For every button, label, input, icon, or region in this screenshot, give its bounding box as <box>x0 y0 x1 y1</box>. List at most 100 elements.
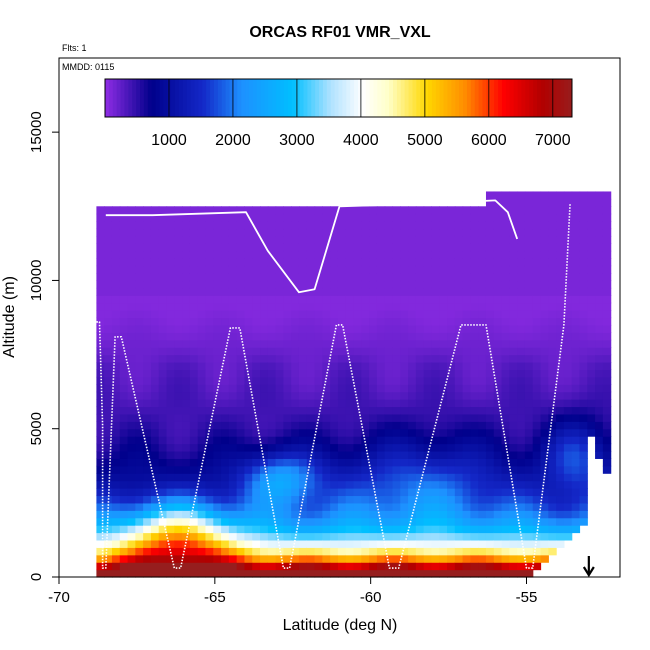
heatmap-cell <box>205 428 214 437</box>
heatmap-cell <box>501 465 510 474</box>
heatmap-cell <box>524 517 534 526</box>
heatmap-cell <box>127 228 136 237</box>
heatmap-cell <box>150 310 160 319</box>
heatmap-cell <box>454 258 464 267</box>
heatmap-cell <box>563 354 573 363</box>
heatmap-cell <box>548 361 557 370</box>
heatmap-cell <box>509 554 518 563</box>
heatmap-cell <box>275 465 284 474</box>
heatmap-cell <box>470 495 479 504</box>
heatmap-cell <box>189 450 199 459</box>
heatmap-cell <box>337 213 347 222</box>
heatmap-cell <box>563 510 573 519</box>
heatmap-cell <box>353 391 362 400</box>
heatmap-cell <box>213 376 222 385</box>
heatmap-cell <box>244 458 253 467</box>
heatmap-cell <box>221 450 230 459</box>
heatmap-cell <box>361 295 370 304</box>
heatmap-cell <box>111 213 121 222</box>
heatmap-cell <box>252 273 261 282</box>
heatmap-cell <box>119 302 129 311</box>
heatmap-cell <box>111 547 121 556</box>
heatmap-cell <box>275 510 284 519</box>
heatmap-cell <box>197 228 207 237</box>
heatmap-cell <box>493 502 503 511</box>
heatmap-cell <box>111 473 121 482</box>
heatmap-cell <box>283 302 292 311</box>
heatmap-cell <box>587 384 596 393</box>
heatmap-cell <box>267 384 277 393</box>
heatmap-cell <box>392 473 401 482</box>
heatmap-cell <box>314 376 323 385</box>
heatmap-cell <box>478 525 487 534</box>
heatmap-cell <box>236 391 246 400</box>
heatmap-cell <box>454 413 464 422</box>
heatmap-cell <box>228 213 238 222</box>
heatmap-cell <box>602 332 612 341</box>
heatmap-cell <box>213 510 222 519</box>
heatmap-cell <box>158 510 168 519</box>
heatmap-cell <box>556 295 565 304</box>
heatmap-cell <box>283 510 292 519</box>
heatmap-cell <box>493 354 503 363</box>
heatmap-cell <box>306 539 316 548</box>
heatmap-cell <box>267 339 277 348</box>
heatmap-cell <box>275 517 284 526</box>
heatmap-cell <box>493 465 503 474</box>
heatmap-cell <box>579 502 588 511</box>
heatmap-cell <box>532 450 542 459</box>
heatmap-cell <box>135 465 144 474</box>
heatmap-cell <box>439 413 448 422</box>
heatmap-cell <box>400 428 409 437</box>
heatmap-cell <box>493 473 503 482</box>
heatmap-cell <box>376 369 386 378</box>
heatmap-cell <box>298 295 308 304</box>
heatmap-cell <box>493 450 503 459</box>
heatmap-cell <box>244 258 253 267</box>
heatmap-cell <box>415 228 425 237</box>
heatmap-cell <box>337 369 347 378</box>
heatmap-cell <box>298 473 308 482</box>
heatmap-cell <box>143 488 152 497</box>
heatmap-cell <box>314 221 323 230</box>
heatmap-cell <box>205 458 214 467</box>
heatmap-cell <box>96 480 105 489</box>
heatmap-cell <box>330 376 339 385</box>
heatmap-cell <box>501 198 510 207</box>
heatmap-cell <box>275 310 284 319</box>
heatmap-cell <box>556 532 565 541</box>
heatmap-cell <box>384 428 394 437</box>
heatmap-cell <box>415 436 425 445</box>
heatmap-cell <box>260 532 269 541</box>
heatmap-cell <box>509 221 518 230</box>
heatmap-cell <box>602 443 612 452</box>
heatmap-cell <box>314 339 323 348</box>
heatmap-cell <box>501 532 510 541</box>
heatmap-cell <box>228 421 238 430</box>
heatmap-cell <box>579 369 588 378</box>
heatmap-cell <box>260 339 269 348</box>
heatmap-cell <box>485 354 495 363</box>
heatmap-cell <box>275 428 284 437</box>
heatmap-cell <box>501 347 510 356</box>
heatmap-cell <box>260 258 269 267</box>
heatmap-cell <box>439 265 448 274</box>
heatmap-cell <box>454 502 464 511</box>
heatmap-cell <box>587 250 596 259</box>
heatmap-cell <box>579 391 588 400</box>
heatmap-cell <box>150 406 160 415</box>
heatmap-cell <box>587 302 596 311</box>
heatmap-cell <box>376 324 386 333</box>
heatmap-cell <box>579 361 588 370</box>
heatmap-cell <box>236 450 246 459</box>
heatmap-cell <box>337 436 347 445</box>
heatmap-cell <box>447 458 456 467</box>
heatmap-cell <box>353 495 362 504</box>
heatmap-cell <box>197 235 207 244</box>
heatmap-cell <box>197 361 207 370</box>
heatmap-cell <box>330 339 339 348</box>
heatmap-cell <box>493 525 503 534</box>
heatmap-cell <box>150 258 160 267</box>
heatmap-cell <box>236 465 246 474</box>
heatmap-cell <box>532 413 542 422</box>
